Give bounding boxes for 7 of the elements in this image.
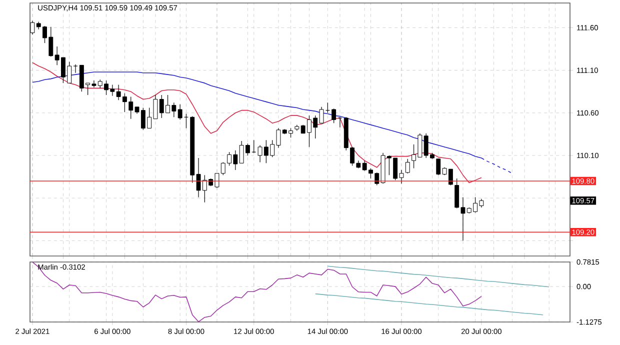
- candlestick: [178, 104, 182, 120]
- candlestick: [405, 158, 410, 174]
- candlestick: [338, 116, 342, 128]
- candlestick: [332, 108, 336, 124]
- candlestick: [73, 64, 78, 74]
- line-series: [314, 293, 544, 316]
- line-series: [327, 266, 550, 288]
